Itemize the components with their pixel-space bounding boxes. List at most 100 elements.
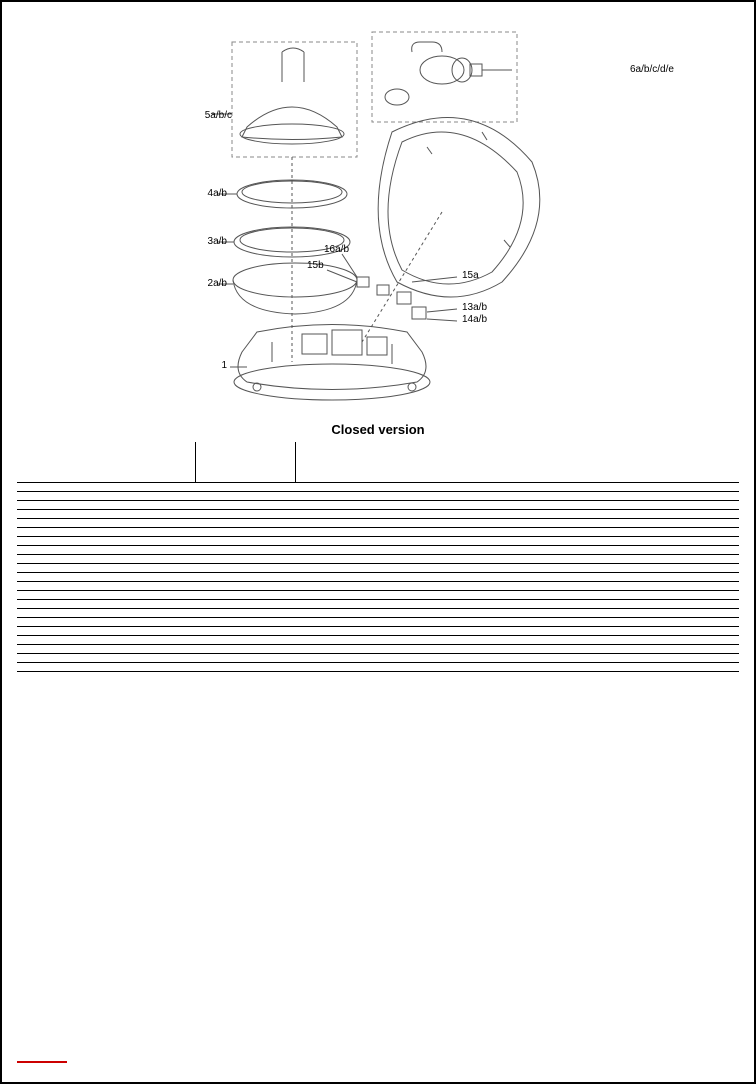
table-cell bbox=[17, 617, 195, 626]
table-row bbox=[17, 662, 739, 671]
table-cell bbox=[295, 500, 739, 509]
table-cell bbox=[295, 491, 739, 500]
callout-15b: 15b bbox=[307, 260, 324, 271]
table-row bbox=[17, 509, 739, 518]
table-cell bbox=[17, 563, 195, 572]
table-cell bbox=[195, 617, 295, 626]
table-cell bbox=[295, 563, 739, 572]
table-cell bbox=[17, 482, 195, 491]
table-row bbox=[17, 608, 739, 617]
table-header-2 bbox=[195, 442, 295, 482]
table-cell bbox=[295, 635, 739, 644]
table-row bbox=[17, 617, 739, 626]
table-row bbox=[17, 491, 739, 500]
table-cell bbox=[195, 626, 295, 635]
table-cell bbox=[295, 509, 739, 518]
table-cell bbox=[295, 590, 739, 599]
table-cell bbox=[17, 545, 195, 554]
table-cell bbox=[17, 536, 195, 545]
table-cell bbox=[195, 527, 295, 536]
table-row bbox=[17, 581, 739, 590]
table-cell bbox=[17, 590, 195, 599]
table-cell bbox=[295, 482, 739, 491]
callout-5: 5a/b/c bbox=[197, 110, 232, 121]
parts-table bbox=[17, 442, 739, 672]
table-cell bbox=[195, 482, 295, 491]
table-cell bbox=[295, 518, 739, 527]
table-cell bbox=[195, 590, 295, 599]
table-cell bbox=[17, 500, 195, 509]
table-cell bbox=[195, 509, 295, 518]
table-cell bbox=[295, 662, 739, 671]
table-cell bbox=[17, 635, 195, 644]
table-header-3 bbox=[295, 442, 739, 482]
table-cell bbox=[195, 518, 295, 527]
table-cell bbox=[195, 545, 295, 554]
table-cell bbox=[195, 653, 295, 662]
table-cell bbox=[17, 491, 195, 500]
callout-6: 6a/b/c/d/e bbox=[630, 64, 674, 75]
exploded-diagram: 6a/b/c/d/e 5a/b/c 4a/b 3a/b 2a/b 16a/b 1… bbox=[2, 2, 754, 432]
table-cell bbox=[295, 617, 739, 626]
diagram-svg bbox=[162, 22, 582, 402]
callout-15a: 15a bbox=[462, 270, 479, 281]
table-cell bbox=[295, 527, 739, 536]
table-cell bbox=[195, 581, 295, 590]
table-cell bbox=[295, 581, 739, 590]
diagram-caption: Closed version bbox=[331, 422, 424, 437]
table-row bbox=[17, 545, 739, 554]
table-cell bbox=[195, 635, 295, 644]
table-cell bbox=[17, 509, 195, 518]
table-cell bbox=[17, 599, 195, 608]
table-row bbox=[17, 599, 739, 608]
table-cell bbox=[17, 653, 195, 662]
table-row bbox=[17, 644, 739, 653]
table-cell bbox=[195, 644, 295, 653]
table-row bbox=[17, 563, 739, 572]
table-row bbox=[17, 626, 739, 635]
table-cell bbox=[295, 572, 739, 581]
table-cell bbox=[195, 500, 295, 509]
table-cell bbox=[195, 599, 295, 608]
table-header-1 bbox=[17, 442, 195, 482]
table-row bbox=[17, 536, 739, 545]
page-footer bbox=[17, 1061, 67, 1067]
table-cell bbox=[195, 572, 295, 581]
callout-4: 4a/b bbox=[197, 188, 227, 199]
table-cell bbox=[195, 536, 295, 545]
footer-accent-line bbox=[17, 1061, 67, 1063]
table-cell bbox=[195, 491, 295, 500]
table-cell bbox=[195, 662, 295, 671]
table-cell bbox=[17, 554, 195, 563]
table-row bbox=[17, 572, 739, 581]
table-row bbox=[17, 635, 739, 644]
callout-16: 16a/b bbox=[324, 244, 349, 255]
callout-1: 1 bbox=[217, 360, 227, 371]
callout-13: 13a/b bbox=[462, 302, 487, 313]
table-cell bbox=[295, 554, 739, 563]
parts-table-container bbox=[17, 442, 739, 672]
table-row bbox=[17, 527, 739, 536]
table-cell bbox=[195, 608, 295, 617]
table-cell bbox=[295, 653, 739, 662]
table-row bbox=[17, 518, 739, 527]
table-row bbox=[17, 482, 739, 491]
callout-14: 14a/b bbox=[462, 314, 487, 325]
table-cell bbox=[195, 554, 295, 563]
table-cell bbox=[295, 626, 739, 635]
callout-2: 2a/b bbox=[197, 278, 227, 289]
table-cell bbox=[17, 572, 195, 581]
table-row bbox=[17, 590, 739, 599]
table-row bbox=[17, 653, 739, 662]
table-cell bbox=[17, 608, 195, 617]
table-row bbox=[17, 554, 739, 563]
table-cell bbox=[17, 518, 195, 527]
table-cell bbox=[295, 545, 739, 554]
table-cell bbox=[17, 581, 195, 590]
table-cell bbox=[195, 563, 295, 572]
table-cell bbox=[295, 644, 739, 653]
callout-3: 3a/b bbox=[197, 236, 227, 247]
table-row bbox=[17, 500, 739, 509]
table-cell bbox=[17, 527, 195, 536]
table-cell bbox=[295, 599, 739, 608]
